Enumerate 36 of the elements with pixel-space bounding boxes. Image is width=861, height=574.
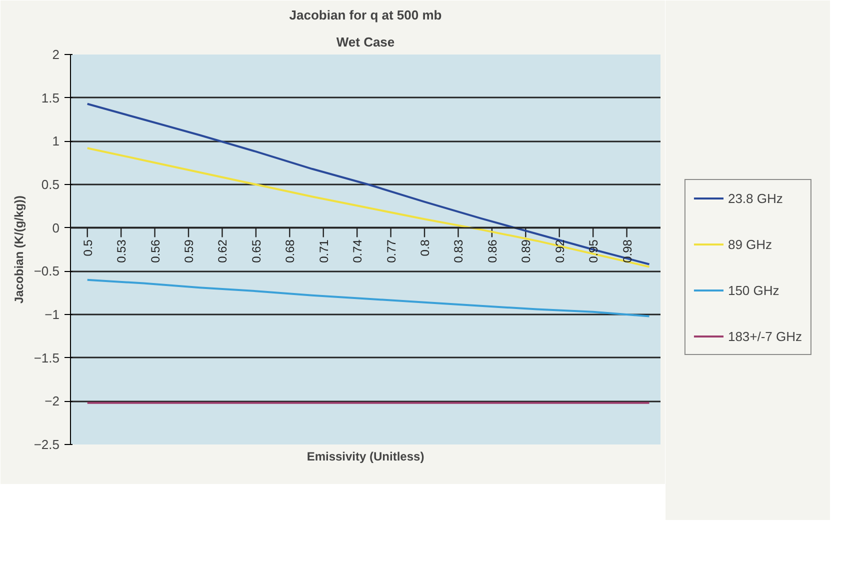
x-tick-label: 0.89 xyxy=(519,239,534,263)
y-tick-label: −2.5 xyxy=(34,437,60,452)
x-tick-label: 0.95 xyxy=(586,239,601,263)
x-tick-label: 0.65 xyxy=(249,239,264,263)
x-tick-label: 0.59 xyxy=(182,239,196,263)
legend-label: 183+/-7 GHz xyxy=(728,328,802,344)
x-tick-label: 0.71 xyxy=(316,239,331,263)
y-tick-label: −1 xyxy=(44,307,60,322)
x-tick-label: 0.98 xyxy=(620,239,634,263)
y-tick-label: 1.5 xyxy=(41,90,60,106)
x-tick-label: 0.92 xyxy=(552,239,567,263)
x-tick-label: 0.53 xyxy=(114,239,129,263)
chart-title: Jacobian for q at 500 mb xyxy=(289,8,442,22)
y-tick-label: −1.5 xyxy=(34,350,60,366)
y-tick-label: 2 xyxy=(52,47,60,62)
legend-label: 150 GHz xyxy=(728,282,780,298)
chart-subtitle: Wet Case xyxy=(336,34,395,50)
y-tick-label: −0.5 xyxy=(34,264,60,279)
x-tick-label: 0.74 xyxy=(350,239,365,263)
line-series xyxy=(86,278,650,318)
x-tick-label: 0.62 xyxy=(216,239,230,263)
legend-label: 89 GHz xyxy=(728,236,772,252)
y-tick-label: 1 xyxy=(52,134,60,149)
y-tick-label: 0.5 xyxy=(41,177,60,192)
x-tick-label: 0.8 xyxy=(418,239,432,256)
x-tick-label: 0.77 xyxy=(384,239,398,263)
x-tick-label: 0.83 xyxy=(452,239,466,263)
y-tick-label: −2 xyxy=(44,394,60,409)
x-tick-label: 0.56 xyxy=(148,239,162,263)
x-tick-label: 0.5 xyxy=(80,239,95,256)
x-axis-title: Emissivity (Unitless) xyxy=(306,450,424,464)
y-axis-title: Jacobian (K/(g/kg)) xyxy=(12,195,26,304)
legend-label: 23.8 GHz xyxy=(728,190,783,206)
y-tick-label: 0 xyxy=(52,220,60,236)
x-tick-label: 0.86 xyxy=(485,239,500,263)
x-tick-label: 0.68 xyxy=(283,239,298,263)
